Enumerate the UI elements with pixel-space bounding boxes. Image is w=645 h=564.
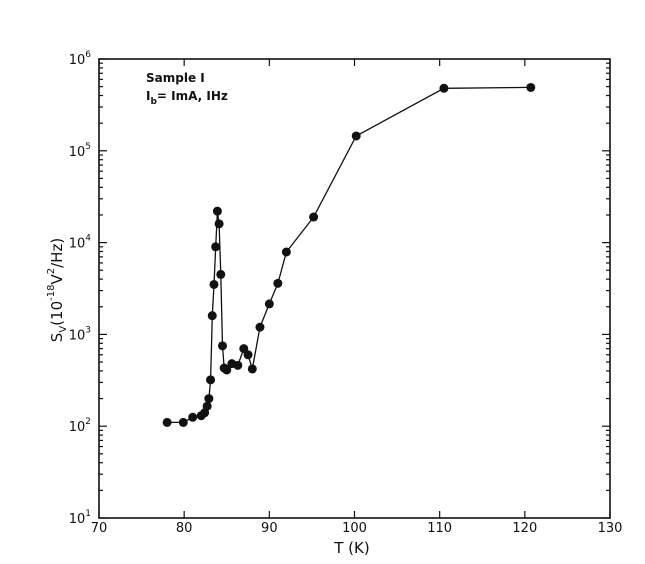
y-tick-exponent: 2 — [85, 417, 91, 427]
data-point — [178, 417, 188, 427]
x-axis-title: T (K) — [333, 539, 369, 557]
data-point — [212, 206, 222, 216]
x-axis: 70 80 90 100 110 120 130 — [91, 59, 623, 536]
y-tick-exponent: 6 — [85, 50, 91, 60]
y-tick-label: 103 — [69, 325, 91, 343]
y-tick-base: 10 — [69, 53, 86, 68]
y-tick-base: 10 — [69, 145, 86, 160]
data-point — [273, 278, 283, 288]
data-point — [264, 299, 274, 309]
y-title-sub: V — [58, 326, 69, 333]
data-point — [247, 364, 257, 374]
data-point — [439, 83, 449, 93]
data-point — [217, 341, 227, 351]
data-point — [202, 401, 212, 411]
data-point — [526, 82, 536, 92]
annotation-ib-sub: b — [150, 97, 157, 107]
y-tick-label: 106 — [69, 50, 92, 68]
svg-text:SV(10-18V2/Hz): SV(10-18V2/Hz) — [46, 238, 69, 342]
y-tick-exponent: 1 — [85, 509, 91, 519]
data-point — [281, 247, 291, 257]
y-tick-base: 10 — [69, 512, 86, 527]
data-point — [204, 394, 214, 404]
data-point — [216, 269, 226, 279]
y-tick-base: 10 — [69, 328, 86, 343]
data-point — [351, 131, 361, 141]
y-tick-label: 102 — [69, 417, 91, 435]
data-point — [243, 350, 253, 360]
data-point — [255, 322, 265, 332]
y-tick-base: 10 — [69, 420, 86, 435]
x-tick-label: 70 — [91, 521, 108, 536]
y-title-exp2: 2 — [46, 268, 57, 274]
x-tick-label: 80 — [176, 521, 193, 536]
y-title-close: /Hz) — [48, 238, 66, 268]
plot-frame — [98, 58, 611, 519]
y-title-open: (10 — [48, 301, 66, 326]
y-tick-exponent: 5 — [85, 142, 91, 152]
data-point — [206, 375, 216, 385]
y-title-main: S — [48, 333, 66, 343]
x-tick-label: 120 — [512, 521, 537, 536]
x-tick-label: 110 — [427, 521, 452, 536]
y-axis-title: SV(10-18V2/Hz) — [46, 238, 69, 342]
data-point — [162, 417, 172, 427]
annotation-conditions: Ib= ImA, IHz — [146, 89, 228, 107]
y-tick-label: 104 — [69, 234, 92, 252]
data-point — [233, 360, 243, 370]
data-point — [188, 412, 198, 422]
y-tick-exponent: 4 — [85, 234, 91, 244]
data-point — [214, 219, 224, 229]
data-points — [162, 82, 536, 427]
y-tick-exponent: 3 — [85, 325, 91, 335]
x-tick-label: 130 — [598, 521, 623, 536]
y-title-exp1: -18 — [46, 285, 57, 301]
data-point — [211, 242, 221, 252]
y-title-unit: V — [48, 274, 66, 285]
data-point — [309, 212, 319, 222]
y-tick-label: 105 — [69, 142, 91, 160]
data-point — [207, 311, 217, 321]
y-tick-base: 10 — [69, 237, 86, 252]
annotation-ib: I — [146, 89, 150, 103]
x-tick-label: 90 — [261, 521, 278, 536]
annotation-sample: Sample I — [146, 71, 205, 85]
y-tick-label: 101 — [69, 509, 91, 527]
data-point — [222, 365, 232, 375]
series-line — [167, 86, 531, 424]
annotation-rest: = ImA, IHz — [157, 89, 228, 103]
x-tick-label: 100 — [342, 521, 367, 536]
data-point — [209, 279, 219, 289]
